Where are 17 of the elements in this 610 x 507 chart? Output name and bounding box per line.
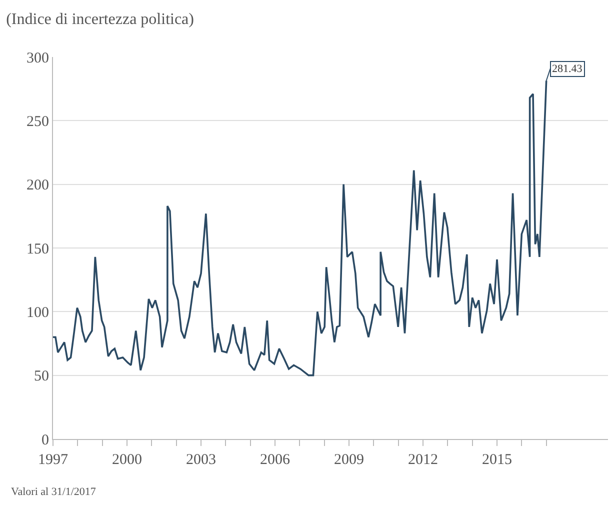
y-tick-label: 0 [42, 432, 49, 448]
y-tick-label: 200 [26, 178, 49, 194]
x-tick-label: 2015 [482, 452, 512, 468]
x-tick-label: 2012 [408, 452, 438, 468]
y-tick-label: 250 [26, 114, 49, 130]
x-tick-label: 2003 [186, 452, 216, 468]
x-tick-label: 1997 [38, 452, 68, 468]
y-tick-label: 150 [26, 241, 49, 258]
chart-title: (Indice di incertezza politica) [6, 10, 194, 28]
x-tick-label: 2009 [334, 452, 364, 468]
y-tick-label: 100 [26, 304, 49, 321]
x-tick-label: 2006 [260, 452, 290, 468]
text: Valori al 31/1/2017 [11, 486, 96, 498]
y-tick-label: 300 [26, 50, 49, 66]
x-tick-label: 2000 [112, 452, 142, 468]
y-tick-label: 50 [34, 368, 49, 385]
annotation: 281.43 [552, 63, 583, 75]
